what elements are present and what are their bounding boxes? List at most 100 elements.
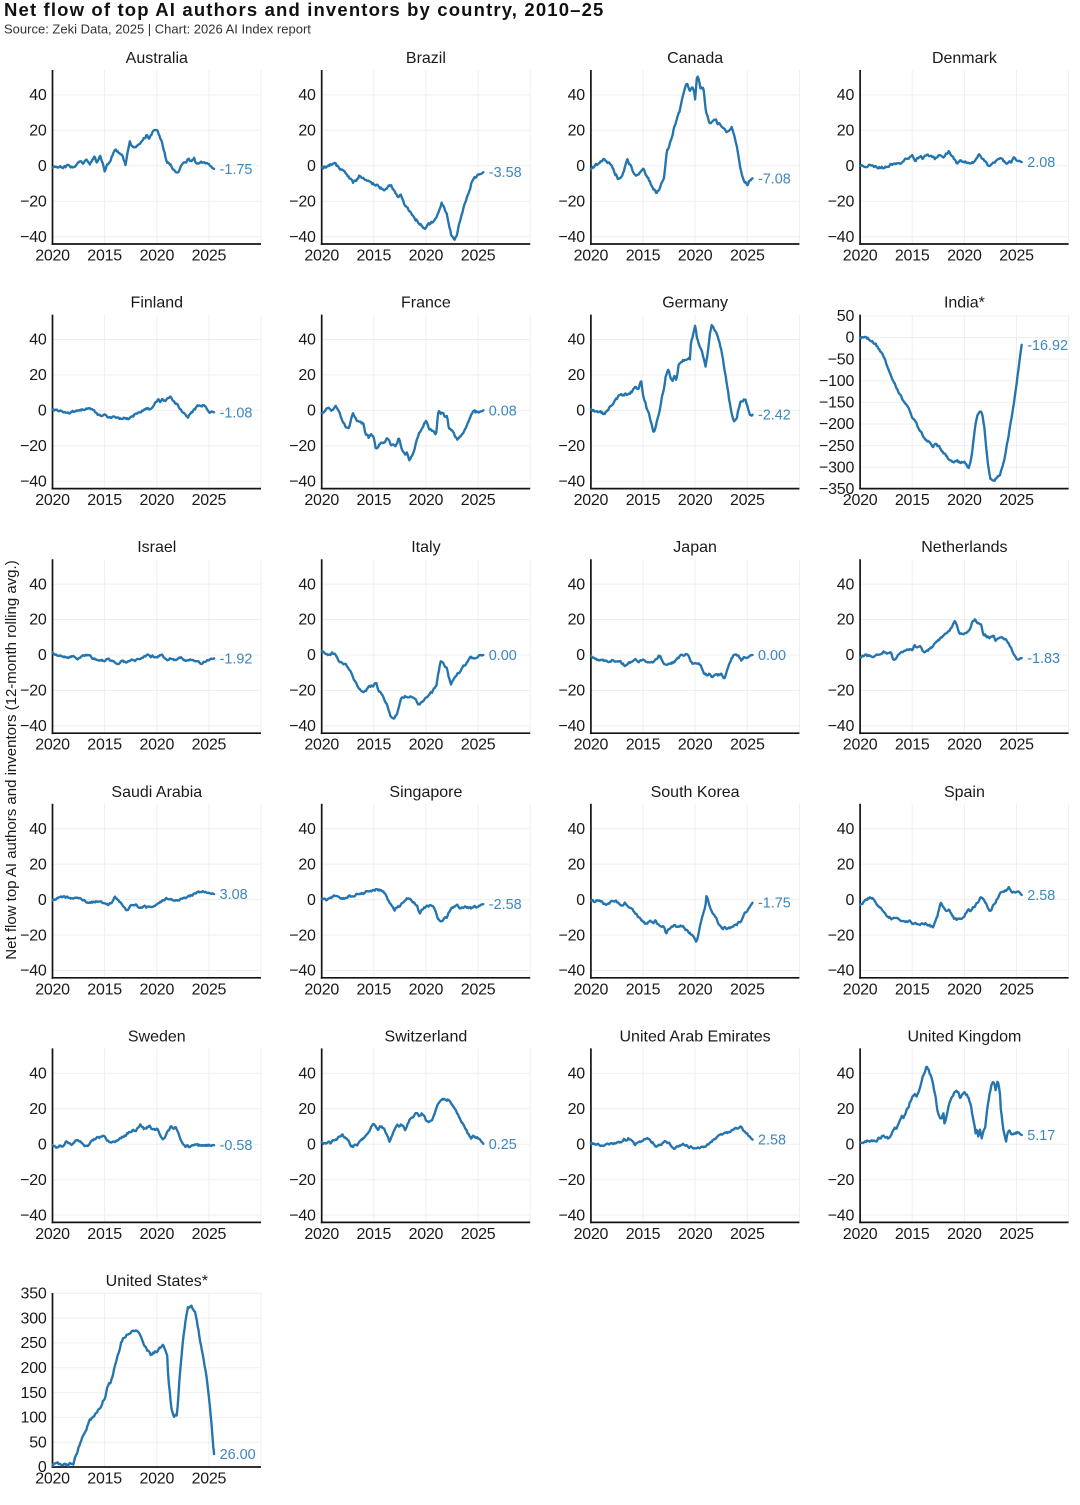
svg-text:20: 20 <box>29 123 47 140</box>
svg-text:0: 0 <box>576 403 585 420</box>
svg-text:United Kingdom: United Kingdom <box>907 1028 1021 1045</box>
svg-text:-2.58: -2.58 <box>489 897 522 913</box>
svg-text:2020: 2020 <box>678 737 713 754</box>
svg-text:0: 0 <box>38 1136 47 1153</box>
svg-text:−50: −50 <box>828 351 855 368</box>
svg-text:2025: 2025 <box>192 492 227 509</box>
svg-text:40: 40 <box>568 1066 586 1083</box>
svg-text:2020: 2020 <box>678 492 713 509</box>
svg-text:0: 0 <box>576 892 585 909</box>
svg-text:−20: −20 <box>289 194 316 211</box>
svg-text:2020: 2020 <box>843 1226 878 1243</box>
svg-text:20: 20 <box>298 123 316 140</box>
svg-text:40: 40 <box>29 332 47 349</box>
svg-text:Italy: Italy <box>411 539 440 556</box>
svg-text:0: 0 <box>307 647 316 664</box>
svg-text:Netherlands: Netherlands <box>921 539 1007 556</box>
svg-text:2015: 2015 <box>895 981 930 998</box>
svg-text:20: 20 <box>568 367 586 384</box>
svg-text:40: 40 <box>29 87 47 104</box>
svg-text:Israel: Israel <box>137 539 176 556</box>
svg-text:−40: −40 <box>289 1207 316 1224</box>
svg-text:2025: 2025 <box>192 1226 227 1243</box>
svg-text:2015: 2015 <box>87 1226 122 1243</box>
svg-text:2025: 2025 <box>461 981 496 998</box>
svg-text:−20: −20 <box>20 927 47 944</box>
svg-text:Canada: Canada <box>667 50 723 67</box>
svg-text:2020: 2020 <box>409 737 444 754</box>
svg-text:2020: 2020 <box>304 1226 339 1243</box>
svg-text:2020: 2020 <box>843 248 878 265</box>
svg-text:2020: 2020 <box>843 492 878 509</box>
svg-text:20: 20 <box>298 612 316 629</box>
svg-text:-1.75: -1.75 <box>220 162 253 178</box>
svg-text:2020: 2020 <box>35 1471 70 1488</box>
svg-text:40: 40 <box>568 87 586 104</box>
svg-text:2025: 2025 <box>730 737 765 754</box>
svg-text:−20: −20 <box>828 927 855 944</box>
svg-text:-3.58: -3.58 <box>489 165 522 181</box>
svg-text:350: 350 <box>21 1286 47 1303</box>
svg-text:2025: 2025 <box>192 248 227 265</box>
svg-text:5.17: 5.17 <box>1027 1128 1055 1144</box>
svg-text:−40: −40 <box>20 474 47 491</box>
svg-text:−40: −40 <box>20 1207 47 1224</box>
svg-text:−40: −40 <box>559 718 586 735</box>
svg-text:2015: 2015 <box>895 1226 930 1243</box>
svg-text:−20: −20 <box>289 438 316 455</box>
svg-text:−40: −40 <box>20 718 47 735</box>
svg-text:2020: 2020 <box>140 981 175 998</box>
svg-text:2020: 2020 <box>947 248 982 265</box>
svg-text:20: 20 <box>568 123 586 140</box>
svg-text:−200: −200 <box>819 416 854 433</box>
svg-text:−40: −40 <box>20 229 47 246</box>
svg-text:2020: 2020 <box>35 1226 70 1243</box>
svg-text:2025: 2025 <box>730 1226 765 1243</box>
svg-text:2015: 2015 <box>626 1226 661 1243</box>
svg-text:0: 0 <box>38 892 47 909</box>
svg-text:2025: 2025 <box>192 737 227 754</box>
svg-text:-7.08: -7.08 <box>758 171 791 187</box>
svg-text:2020: 2020 <box>678 248 713 265</box>
svg-text:−40: −40 <box>289 229 316 246</box>
svg-text:2020: 2020 <box>35 248 70 265</box>
svg-text:0: 0 <box>38 403 47 420</box>
svg-text:2025: 2025 <box>461 737 496 754</box>
svg-text:2015: 2015 <box>626 737 661 754</box>
svg-text:−350: −350 <box>819 481 854 498</box>
svg-text:2015: 2015 <box>357 248 392 265</box>
svg-text:20: 20 <box>298 367 316 384</box>
svg-text:0: 0 <box>38 158 47 175</box>
svg-text:0.25: 0.25 <box>489 1137 517 1153</box>
svg-text:−250: −250 <box>819 438 854 455</box>
svg-text:40: 40 <box>298 821 316 838</box>
svg-text:−20: −20 <box>289 927 316 944</box>
svg-text:0: 0 <box>845 158 854 175</box>
svg-text:−20: −20 <box>559 683 586 700</box>
svg-text:Source: Zeki Data, 2025 | Char: Source: Zeki Data, 2025 | Chart: 2026 AI… <box>4 22 311 37</box>
svg-text:2020: 2020 <box>140 248 175 265</box>
svg-text:2025: 2025 <box>999 1226 1034 1243</box>
svg-text:Spain: Spain <box>944 784 985 801</box>
svg-text:100: 100 <box>21 1410 47 1427</box>
svg-text:−20: −20 <box>289 1172 316 1189</box>
svg-text:2015: 2015 <box>895 248 930 265</box>
svg-text:−20: −20 <box>289 683 316 700</box>
svg-text:2020: 2020 <box>947 737 982 754</box>
svg-text:0: 0 <box>38 1459 47 1476</box>
svg-text:India*: India* <box>944 295 985 312</box>
svg-text:0.00: 0.00 <box>489 648 517 664</box>
svg-text:2.58: 2.58 <box>758 1133 786 1149</box>
svg-text:2025: 2025 <box>730 981 765 998</box>
svg-text:20: 20 <box>298 856 316 873</box>
svg-text:2020: 2020 <box>574 1226 609 1243</box>
svg-text:-2.42: -2.42 <box>758 408 791 424</box>
svg-text:20: 20 <box>568 856 586 873</box>
svg-text:2020: 2020 <box>678 981 713 998</box>
svg-text:0: 0 <box>576 158 585 175</box>
svg-text:0: 0 <box>576 1136 585 1153</box>
svg-text:2020: 2020 <box>35 492 70 509</box>
svg-text:2020: 2020 <box>140 1226 175 1243</box>
svg-text:−20: −20 <box>559 1172 586 1189</box>
svg-text:0: 0 <box>845 892 854 909</box>
